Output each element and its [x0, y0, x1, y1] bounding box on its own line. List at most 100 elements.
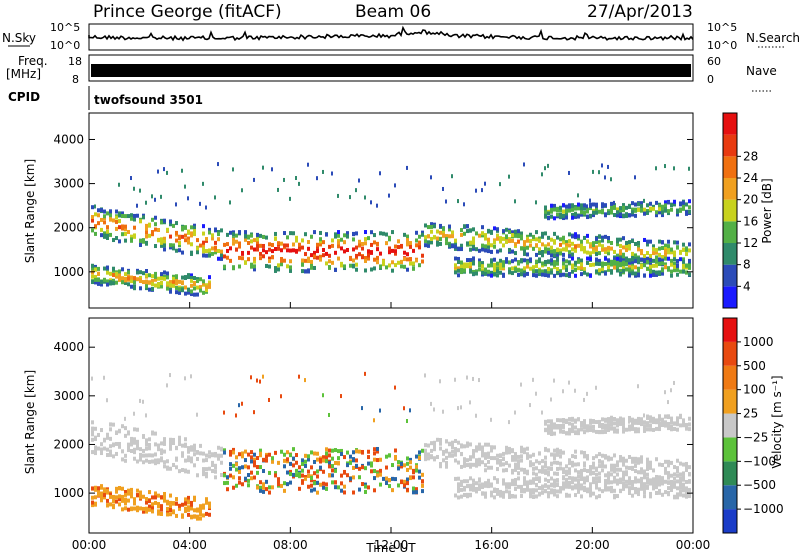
data-cell	[679, 202, 682, 207]
data-cell	[433, 447, 436, 452]
data-cell	[406, 257, 409, 262]
data-cell	[502, 490, 505, 495]
data-cell	[268, 242, 271, 247]
data-cell	[385, 481, 388, 486]
data-cell	[481, 460, 484, 465]
data-cell	[670, 249, 673, 254]
data-cell	[244, 230, 247, 235]
data-cell	[337, 233, 340, 238]
data-cell	[205, 237, 208, 242]
data-cell	[166, 506, 169, 511]
data-cell	[250, 459, 253, 464]
data-cell	[565, 480, 568, 485]
data-cell	[529, 488, 532, 493]
data-cell	[643, 254, 646, 259]
data-cell	[562, 467, 565, 472]
data-cell	[622, 462, 625, 467]
data-cell	[250, 245, 253, 250]
data-cell	[253, 460, 256, 465]
data-cell	[544, 209, 547, 214]
data-cell	[145, 230, 148, 235]
data-cell	[649, 201, 652, 206]
data-cell	[514, 199, 516, 204]
data-cell	[616, 429, 619, 434]
data-cell	[553, 478, 556, 483]
data-cell	[598, 494, 601, 499]
data-cell	[358, 466, 361, 471]
data-cell	[547, 211, 550, 216]
data-cell	[673, 380, 675, 385]
data-cell	[277, 477, 280, 482]
data-cell	[640, 467, 643, 472]
data-cell	[145, 413, 147, 418]
data-cell	[643, 211, 646, 216]
data-cell	[667, 492, 670, 497]
data-cell	[346, 234, 349, 239]
data-cell	[106, 229, 109, 234]
data-cell	[211, 246, 214, 251]
data-cell	[145, 497, 148, 502]
data-cell	[544, 468, 547, 473]
data-cell	[526, 252, 529, 257]
data-cell	[283, 258, 286, 263]
data-cell	[583, 479, 586, 484]
data-cell	[595, 482, 598, 487]
data-cell	[112, 503, 115, 508]
data-cell	[505, 461, 508, 466]
data-cell	[592, 476, 595, 481]
data-cell	[652, 486, 655, 491]
data-cell	[661, 246, 664, 251]
data-cell	[538, 247, 541, 252]
data-cell	[484, 455, 487, 460]
data-cell	[469, 476, 472, 481]
data-cell	[523, 270, 526, 275]
cpid-value: twofsound 3501	[94, 93, 203, 107]
data-cell	[658, 246, 661, 251]
data-cell	[541, 484, 544, 489]
data-cell	[118, 273, 121, 278]
data-cell	[355, 253, 358, 258]
data-cell	[349, 255, 352, 260]
data-cell	[229, 462, 232, 467]
data-cell	[628, 419, 630, 424]
data-cell	[391, 268, 394, 273]
y-tick-label: 1000	[53, 265, 84, 279]
data-cell	[316, 469, 319, 474]
data-cell	[106, 279, 109, 284]
data-cell	[229, 449, 232, 454]
data-cell	[667, 471, 670, 476]
colorbar-swatch	[723, 221, 737, 243]
data-cell	[421, 230, 424, 235]
data-cell	[391, 476, 394, 481]
data-cell	[205, 458, 208, 463]
data-cell	[415, 258, 418, 263]
data-cell	[664, 256, 667, 261]
data-cell	[478, 248, 481, 253]
data-cell	[169, 243, 172, 248]
data-cell	[163, 276, 166, 281]
data-cell	[298, 465, 301, 470]
data-cell	[502, 456, 505, 461]
data-cell	[139, 238, 142, 243]
data-cell	[232, 475, 235, 480]
data-cell	[631, 417, 634, 422]
data-cell	[190, 514, 193, 519]
data-cell	[511, 233, 514, 238]
data-cell	[628, 258, 631, 263]
data-cell	[643, 413, 645, 418]
data-cell	[547, 472, 550, 477]
data-cell	[658, 475, 661, 480]
data-cell	[484, 233, 487, 238]
data-cell	[211, 469, 214, 474]
data-cell	[493, 262, 496, 267]
data-cell	[598, 251, 601, 256]
data-cell	[637, 479, 640, 484]
data-cell	[622, 252, 625, 257]
data-cell	[364, 466, 367, 471]
data-cell	[361, 465, 364, 470]
data-cell	[109, 280, 112, 285]
data-cell	[688, 265, 691, 270]
data-cell	[649, 427, 652, 432]
data-cell	[172, 243, 175, 248]
data-cell	[562, 450, 565, 455]
